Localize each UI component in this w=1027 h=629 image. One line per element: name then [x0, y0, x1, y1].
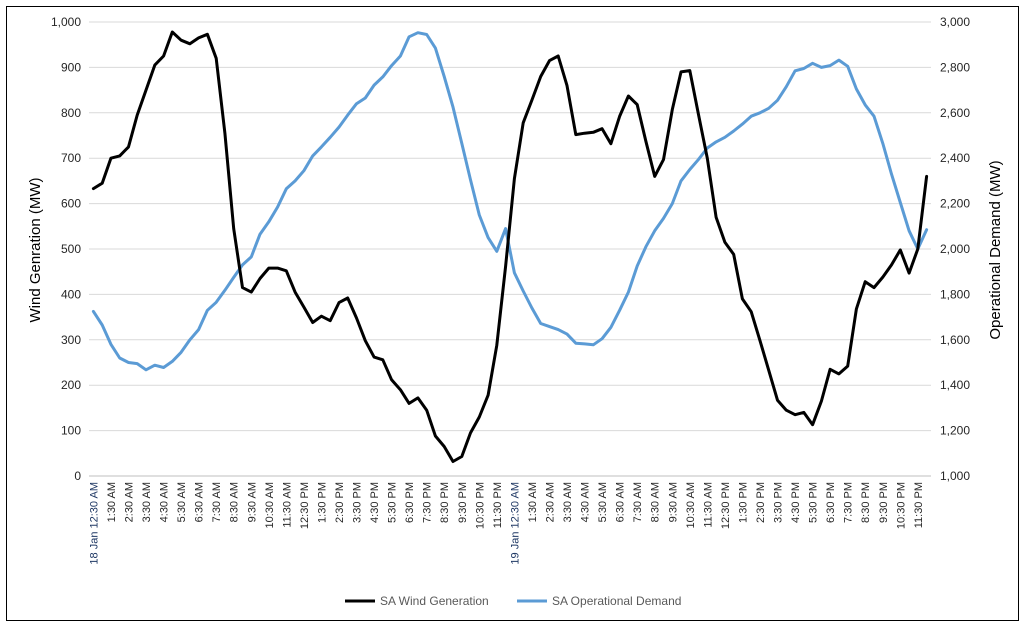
x-tick-label: 11:30 AM [702, 482, 714, 528]
left-y-axis-title: Wind Genration (MW) [27, 177, 44, 322]
x-tick-label: 10:30 AM [685, 482, 697, 528]
right-y-tick-label: 2,400 [940, 151, 970, 165]
left-y-tick-label: 100 [61, 424, 81, 438]
x-tick-label: 1:30 AM [106, 482, 118, 522]
series-lines [91, 30, 929, 463]
x-tick-label: 2:30 PM [334, 482, 346, 523]
series-line-operational-demand [91, 31, 929, 372]
x-tick-label: 2:30 PM [755, 482, 767, 523]
x-tick-label: 12:30 PM [720, 482, 732, 529]
right-y-tick-label: 1,800 [940, 287, 970, 301]
x-tick-label: 4:30 AM [159, 482, 171, 522]
x-tick-label: 6:30 AM [615, 482, 627, 522]
right-y-tick-label: 2,000 [940, 242, 970, 256]
right-y-tick-label: 2,200 [940, 197, 970, 211]
x-tick-label: 4:30 AM [580, 482, 592, 522]
x-tick-label: 3:30 PM [352, 482, 364, 523]
left-y-tick-label: 0 [74, 469, 81, 483]
x-tick-label: 1:30 PM [737, 482, 749, 523]
left-y-tick-label: 500 [61, 242, 81, 256]
x-tick-label: 8:30 AM [650, 482, 662, 522]
x-tick-label: 2:30 AM [123, 482, 135, 522]
left-y-tick-label: 800 [61, 106, 81, 120]
x-tick-label: 8:30 PM [860, 482, 872, 523]
x-tick-label: 3:30 PM [773, 482, 785, 523]
x-tick-label: 8:30 PM [439, 482, 451, 523]
legend-label-demand: SA Operational Demand [552, 594, 681, 608]
right-y-tick-label: 2,800 [940, 60, 970, 74]
x-tick-labels: 18 Jan 12:30 AM 1:30 AM 2:30 AM 3:30 AM 4:30… [88, 482, 924, 565]
x-tick-label: 11:30 AM [281, 482, 293, 528]
x-tick-label: 3:30 AM [141, 482, 153, 522]
right-y-tick-label: 2,600 [940, 106, 970, 120]
x-tick-label: 2:30 AM [544, 482, 556, 522]
right-y-tick-labels: 1,000 1,200 1,400 1,600 1,800 2,000 2,200 2,400… [940, 15, 970, 483]
right-y-tick-label: 1,200 [940, 424, 970, 438]
x-tick-label: 5:30 PM [808, 482, 820, 523]
x-tick-label: 6:30 PM [825, 482, 837, 523]
left-y-tick-label: 300 [61, 333, 81, 347]
x-tick-label: 11:30 PM [492, 482, 504, 528]
x-tick-label: 6:30 PM [404, 482, 416, 523]
x-tick-label: 9:30 AM [246, 482, 258, 522]
x-tick-label: 6:30 AM [194, 482, 206, 522]
x-tick-label: 5:30 PM [387, 482, 399, 523]
right-y-tick-label: 1,400 [940, 378, 970, 392]
legend-label-wind: SA Wind Generation [380, 594, 489, 608]
x-tick-label: 11:30 PM [913, 482, 925, 528]
x-tick-label: 7:30 AM [632, 482, 644, 522]
x-tick-label: 9:30 AM [667, 482, 679, 522]
x-tick-label: 10:30 AM [264, 482, 276, 528]
left-y-tick-label: 400 [61, 287, 81, 301]
x-tick-label: 10:30 PM [474, 482, 486, 529]
right-y-tick-label: 3,000 [940, 15, 970, 29]
left-y-tick-label: 1,000 [51, 15, 81, 29]
x-tick-label: 9:30 PM [878, 482, 890, 523]
left-y-tick-labels: 0 100 200 300 400 500 600 700 800 900 1,000 [51, 15, 81, 483]
right-y-tick-label: 1,600 [940, 333, 970, 347]
x-tick-label: 5:30 AM [176, 482, 188, 522]
left-y-tick-label: 700 [61, 151, 81, 165]
right-y-tick-label: 1,000 [940, 469, 970, 483]
x-tick-label: 7:30 PM [843, 482, 855, 523]
legend: SA Wind Generation SA Operational Demand [345, 594, 681, 608]
x-tick-label: 4:30 PM [369, 482, 381, 523]
x-tick-label: 4:30 PM [790, 482, 802, 523]
left-y-tick-label: 200 [61, 378, 81, 392]
x-tick-label: 3:30 AM [562, 482, 574, 522]
x-tick-label: 1:30 AM [527, 482, 539, 522]
x-tick-label: 10:30 PM [895, 482, 907, 529]
left-y-tick-label: 900 [61, 60, 81, 74]
right-y-axis-title: Operational Demand (MW) [987, 160, 1004, 339]
gridlines [89, 21, 931, 432]
x-tick-label: 18 Jan 12:30 AM [88, 482, 100, 565]
x-tick-label: 12:30 PM [299, 482, 311, 529]
x-tick-label: 5:30 AM [597, 482, 609, 522]
x-tick-label: 7:30 PM [422, 482, 434, 523]
x-tick-label: 9:30 PM [457, 482, 469, 523]
x-tick-label: 8:30 AM [229, 482, 241, 522]
x-tick-label: 7:30 AM [211, 482, 223, 522]
chart-frame [6, 6, 1019, 621]
x-tick-label: 1:30 PM [316, 482, 328, 523]
x-tick-label: 19 Jan 12:30 AM [509, 482, 521, 565]
series-line-wind-generation [91, 30, 929, 463]
left-y-tick-label: 600 [61, 197, 81, 211]
